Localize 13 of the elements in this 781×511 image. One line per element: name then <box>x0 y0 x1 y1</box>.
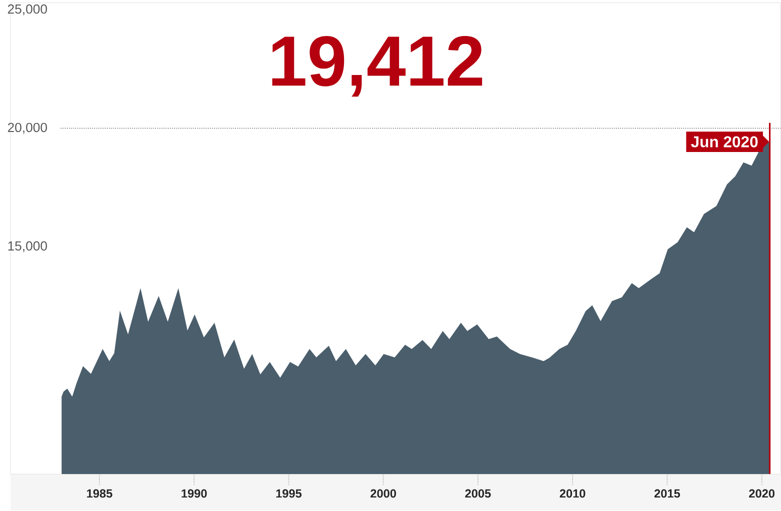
ref-line-label: Jun 2020 <box>691 136 758 148</box>
x-tick-label: 1985 <box>87 489 112 498</box>
y-tick-label: 25,000 <box>8 4 47 16</box>
x-tick-label: 1995 <box>276 489 302 498</box>
y-tick-label: 20,000 <box>8 123 47 134</box>
x-tick-label: 2000 <box>370 489 396 498</box>
y-tick-label: 15,000 <box>8 241 47 252</box>
chart-title: 19,412 <box>272 36 482 97</box>
x-tick-label: 2005 <box>465 489 491 498</box>
x-tick-label: 2015 <box>654 489 680 498</box>
x-tick-label: 2010 <box>560 489 586 498</box>
x-tick-label: 2020 <box>749 489 774 498</box>
x-tick-label: 1990 <box>182 489 207 498</box>
